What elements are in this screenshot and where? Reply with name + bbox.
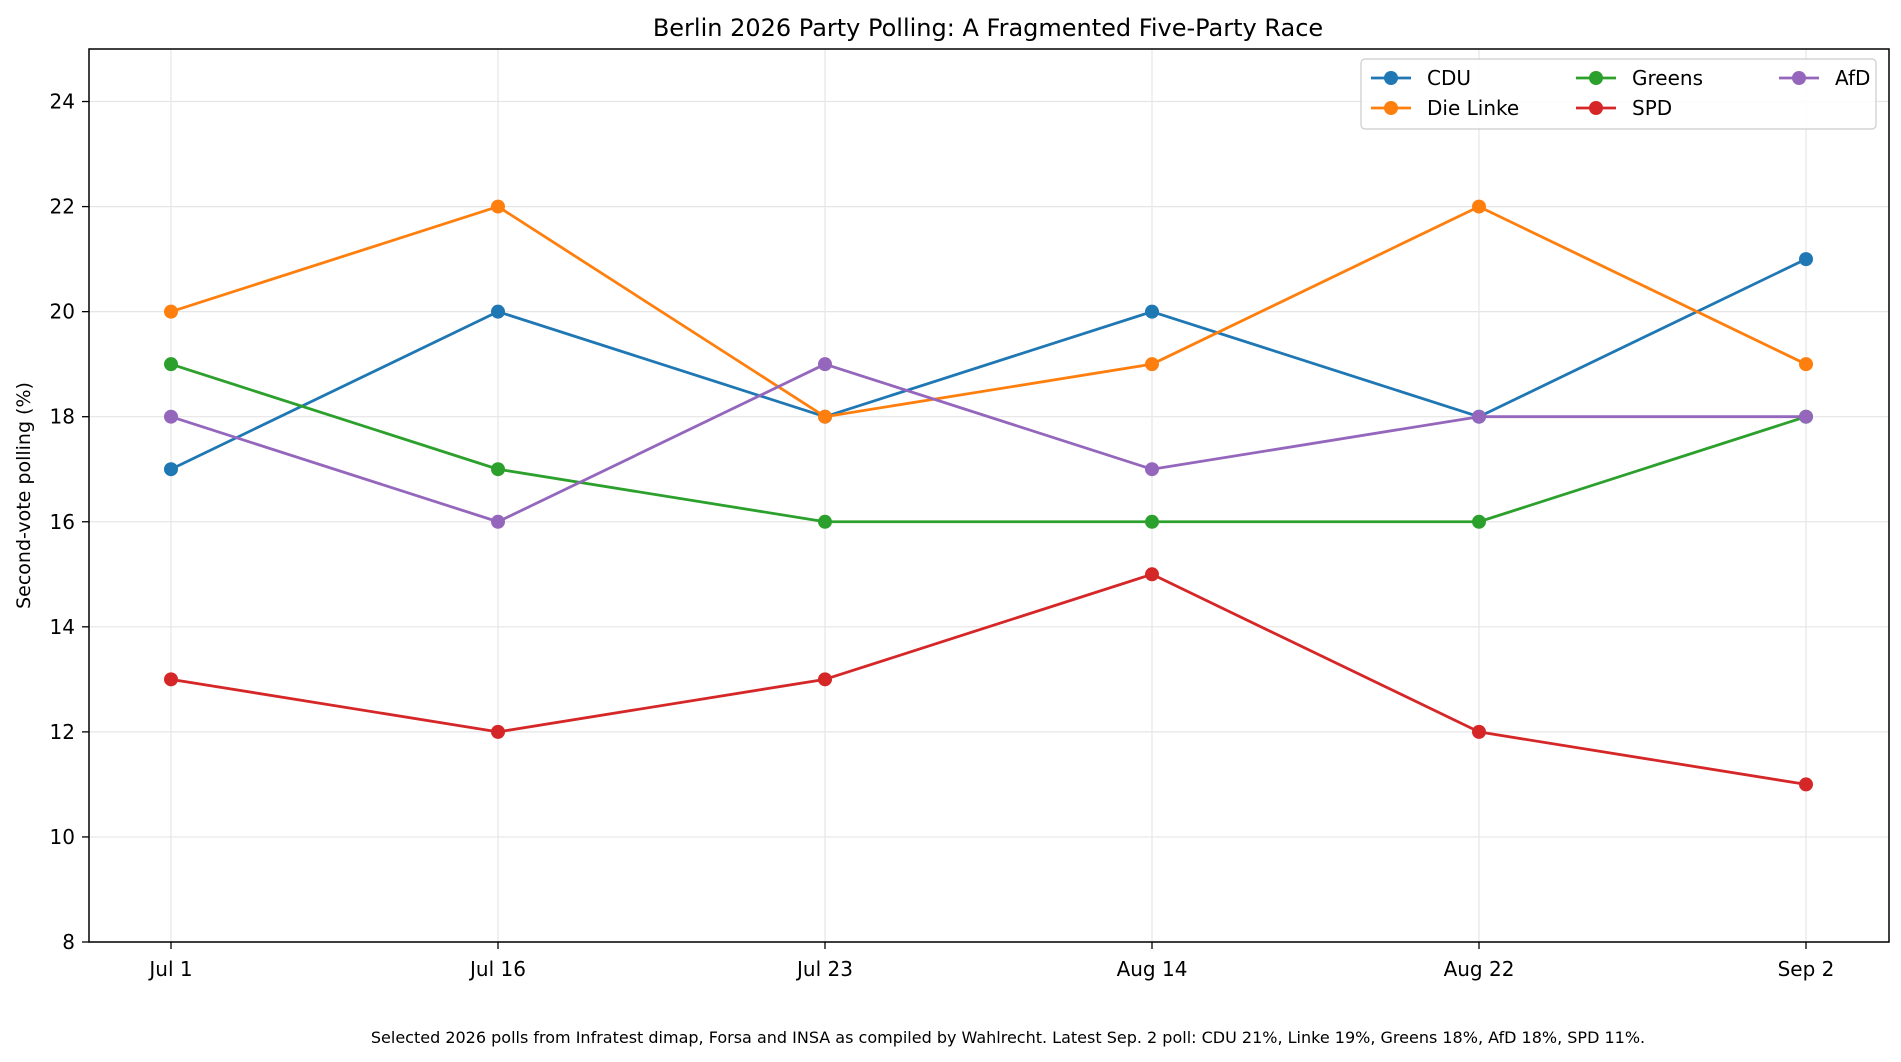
legend-item: Die Linke (1371, 96, 1519, 120)
data-point (491, 514, 505, 529)
legend-item: CDU (1371, 66, 1471, 90)
series-line (170, 362, 1807, 524)
legend-marker (1384, 71, 1398, 85)
grid (89, 49, 1889, 943)
legend-marker (1589, 101, 1603, 115)
legend-label: Greens (1632, 66, 1703, 90)
data-point (1145, 514, 1159, 529)
data-point (1145, 567, 1159, 582)
data-point (1799, 777, 1813, 792)
y-axis-label: Second-vote polling (%) (13, 382, 35, 609)
data-point (1799, 357, 1813, 372)
legend-box (1360, 58, 1877, 130)
data-point (164, 672, 178, 687)
data-point (1145, 462, 1159, 477)
series-afd (164, 357, 1813, 529)
plot-frame (88, 48, 1890, 943)
data-point (164, 304, 178, 319)
series-die-linke (164, 199, 1813, 424)
data-point (1145, 357, 1159, 372)
data-point (818, 409, 832, 424)
legend-item: Greens (1576, 66, 1703, 90)
footnote: Selected 2026 polls from Infratest dimap… (371, 1028, 1645, 1047)
series-greens (164, 357, 1813, 529)
data-point (818, 514, 832, 529)
x-tick-label: Jul 23 (795, 957, 853, 981)
y-tick-label: 10 (50, 825, 75, 849)
legend-marker (1792, 71, 1806, 85)
legend-label: CDU (1427, 66, 1471, 90)
data-point (1472, 514, 1486, 529)
data-point (491, 304, 505, 319)
legend-marker (1384, 101, 1398, 115)
series-line (170, 257, 1807, 471)
data-point (164, 462, 178, 477)
x-tick-label: Aug 14 (1117, 957, 1188, 981)
data-point (818, 357, 832, 372)
x-tick-label: Jul 1 (147, 957, 192, 981)
y-tick-label: 20 (50, 300, 75, 324)
data-point (1799, 252, 1813, 267)
y-tick-label: 14 (50, 615, 75, 639)
y-tick-label: 8 (62, 930, 75, 954)
y-tick-label: 18 (50, 405, 75, 429)
data-point (491, 724, 505, 739)
series-line (170, 205, 1807, 419)
data-point (1799, 409, 1813, 424)
legend: CDU Die Linke Greens SPD AfD (1360, 58, 1877, 130)
data-point (1145, 304, 1159, 319)
legend-marker (1589, 71, 1603, 85)
chart-title: Berlin 2026 Party Polling: A Fragmented … (653, 14, 1323, 42)
legend-label: AfD (1835, 66, 1870, 90)
y-tick-label: 16 (50, 510, 75, 534)
series-spd (164, 567, 1813, 792)
legend-item: SPD (1576, 96, 1672, 120)
data-point (491, 199, 505, 214)
data-point (164, 357, 178, 372)
series-line (170, 362, 1806, 524)
data-point (491, 462, 505, 477)
data-point (164, 409, 178, 424)
y-tick-label: 12 (50, 720, 75, 744)
data-point (1472, 199, 1486, 214)
data-point (1472, 409, 1486, 424)
x-tick-label: Jul 16 (468, 957, 526, 981)
y-tick-label: 24 (50, 90, 75, 114)
legend-label: Die Linke (1427, 96, 1519, 120)
data-point (818, 672, 832, 687)
legend-item: AfD (1779, 66, 1870, 90)
legend-label: SPD (1632, 96, 1672, 120)
axes: Jul 1 Jul 16 Jul 23 Aug 14 Aug 22 Sep 2 8 10 12 1… (50, 90, 1835, 981)
x-tick-label: Aug 22 (1444, 957, 1515, 981)
y-tick-label: 22 (50, 195, 75, 219)
data-point (1472, 724, 1486, 739)
series-line (170, 572, 1807, 786)
x-tick-label: Sep 2 (1778, 957, 1835, 981)
series-layer (164, 199, 1813, 792)
